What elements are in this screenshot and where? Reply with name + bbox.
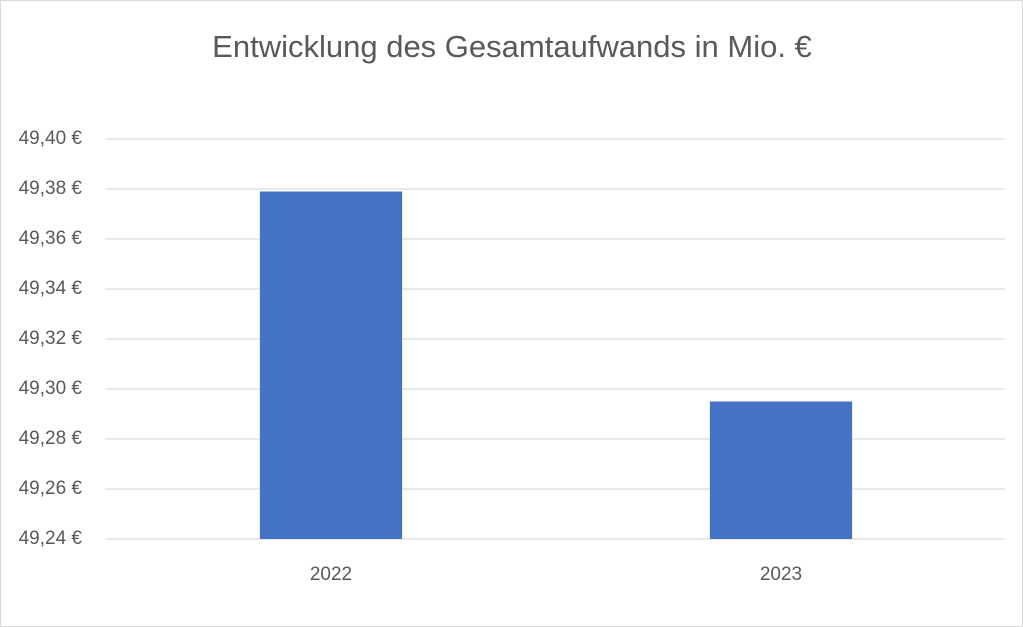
x-tick-label: 2022: [310, 564, 352, 585]
y-tick-label: 49,24 €: [19, 528, 83, 549]
bar: [709, 401, 853, 539]
x-tick-label: 2023: [760, 564, 802, 585]
bar: [259, 191, 403, 539]
y-tick-label: 49,38 €: [19, 178, 83, 199]
y-tick-label: 49,36 €: [19, 228, 83, 249]
y-tick-label: 49,40 €: [19, 128, 83, 149]
y-tick-label: 49,34 €: [19, 278, 83, 299]
y-tick-label: 49,32 €: [19, 328, 83, 349]
y-tick-label: 49,28 €: [19, 428, 83, 449]
y-tick-label: 49,26 €: [19, 478, 83, 499]
chart-title: Entwicklung des Gesamtaufwands in Mio. €: [212, 29, 812, 64]
y-tick-label: 49,30 €: [19, 378, 83, 399]
